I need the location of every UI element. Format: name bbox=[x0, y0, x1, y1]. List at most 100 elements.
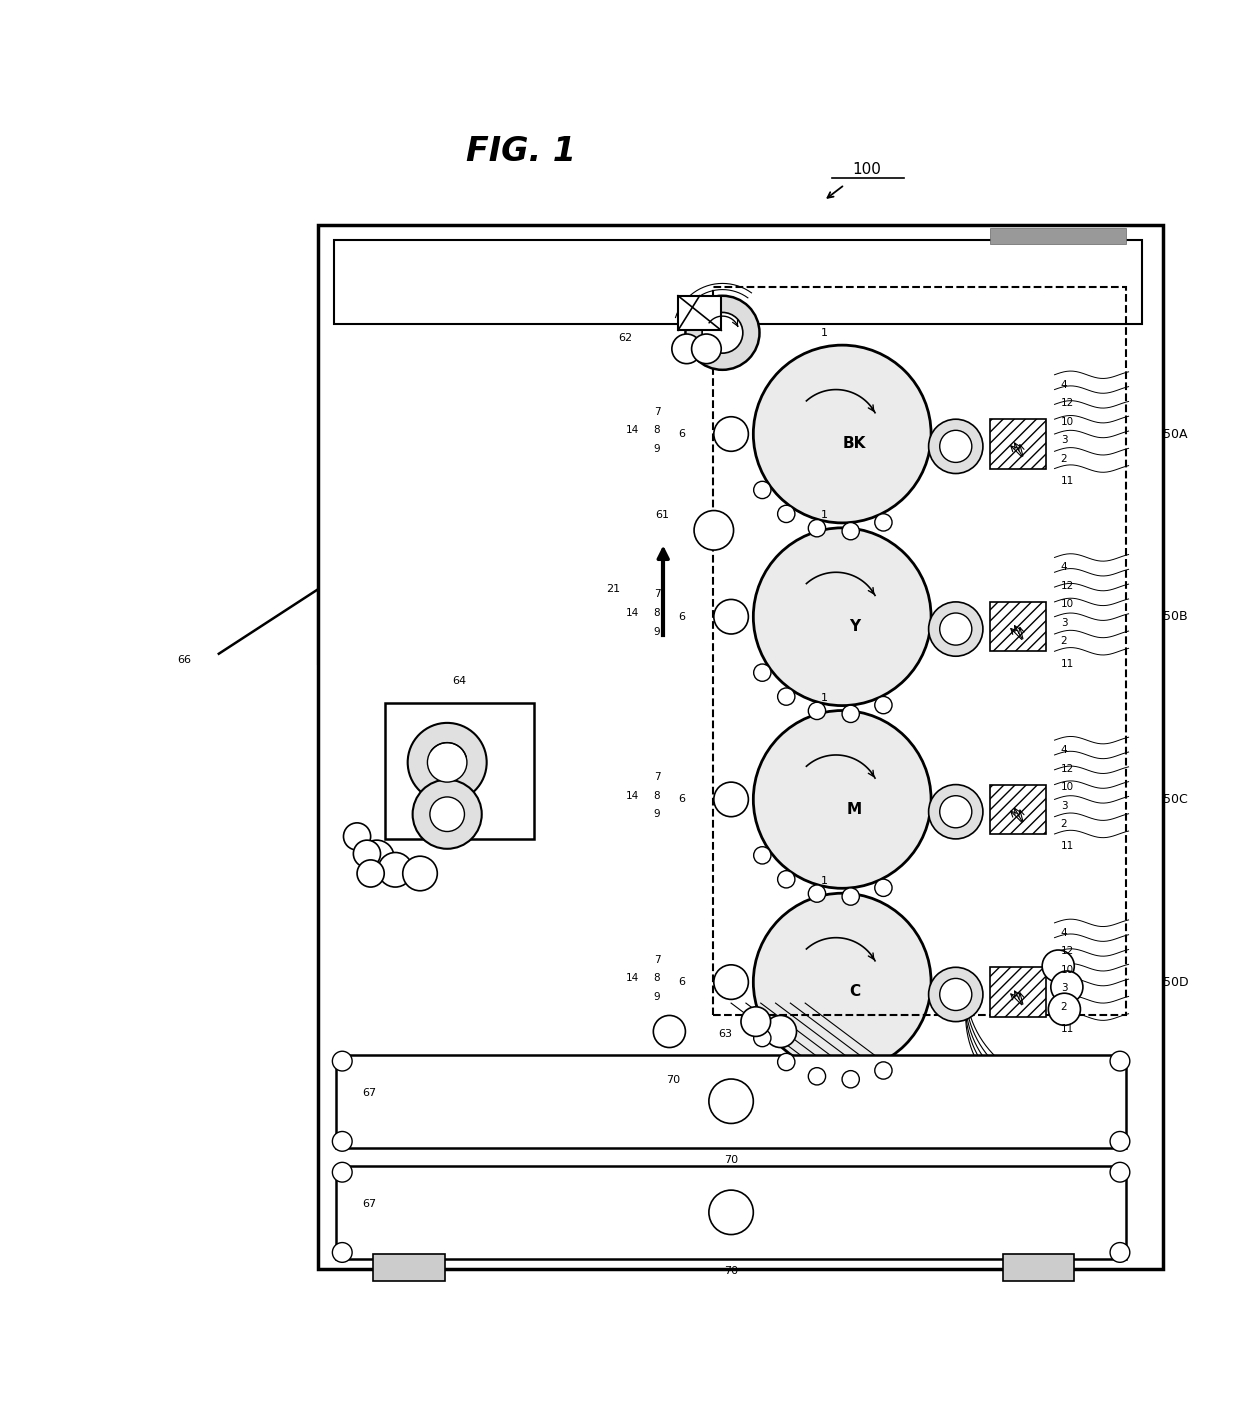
Bar bbox=[678, 295, 722, 331]
Circle shape bbox=[777, 687, 795, 706]
Text: 1: 1 bbox=[821, 328, 828, 338]
Text: 8: 8 bbox=[653, 425, 661, 435]
Circle shape bbox=[754, 528, 931, 706]
Circle shape bbox=[709, 1079, 754, 1124]
Circle shape bbox=[353, 840, 381, 867]
Text: 67: 67 bbox=[362, 1088, 377, 1098]
Text: 2: 2 bbox=[1060, 453, 1068, 463]
Text: BK: BK bbox=[843, 436, 867, 452]
Text: 12: 12 bbox=[1060, 763, 1074, 773]
Circle shape bbox=[842, 1071, 859, 1088]
Text: 64: 64 bbox=[453, 676, 466, 686]
Text: 63: 63 bbox=[718, 1030, 732, 1040]
Text: M: M bbox=[847, 801, 862, 817]
Circle shape bbox=[777, 505, 795, 522]
Text: 7: 7 bbox=[653, 955, 661, 965]
Text: 21: 21 bbox=[606, 583, 620, 595]
Text: 61: 61 bbox=[656, 511, 670, 520]
Text: 9: 9 bbox=[653, 809, 661, 819]
Text: 10: 10 bbox=[1060, 599, 1074, 609]
Text: 1: 1 bbox=[821, 511, 828, 520]
Bar bbox=[334, 240, 1142, 324]
Circle shape bbox=[842, 706, 859, 723]
Circle shape bbox=[874, 696, 892, 714]
Text: 62: 62 bbox=[619, 332, 632, 342]
Circle shape bbox=[808, 519, 826, 536]
Text: 50A: 50A bbox=[1163, 428, 1188, 441]
Text: 6: 6 bbox=[678, 977, 686, 987]
Circle shape bbox=[702, 312, 743, 354]
Bar bbox=[1003, 1253, 1074, 1281]
Circle shape bbox=[929, 419, 983, 473]
Text: 2: 2 bbox=[1060, 636, 1068, 646]
Circle shape bbox=[742, 1007, 770, 1037]
Text: 7: 7 bbox=[653, 589, 661, 599]
Circle shape bbox=[1110, 1051, 1130, 1071]
Text: 12: 12 bbox=[1060, 398, 1074, 408]
Circle shape bbox=[692, 334, 722, 364]
Text: 100: 100 bbox=[852, 163, 882, 177]
Circle shape bbox=[874, 880, 892, 897]
Bar bbox=[386, 703, 533, 838]
Text: 1: 1 bbox=[821, 693, 828, 703]
Text: 14: 14 bbox=[626, 974, 639, 984]
Text: C: C bbox=[849, 984, 861, 1000]
Text: 67: 67 bbox=[362, 1199, 377, 1209]
Circle shape bbox=[874, 513, 892, 530]
Circle shape bbox=[777, 871, 795, 888]
Circle shape bbox=[378, 853, 413, 887]
Text: Y: Y bbox=[849, 619, 861, 635]
Text: 66: 66 bbox=[177, 655, 191, 665]
Text: 4: 4 bbox=[1060, 744, 1068, 754]
Circle shape bbox=[714, 781, 749, 817]
Text: 8: 8 bbox=[653, 974, 661, 984]
Circle shape bbox=[408, 723, 486, 801]
Circle shape bbox=[1042, 950, 1074, 983]
Text: 70: 70 bbox=[666, 1075, 681, 1085]
Bar bbox=[991, 419, 1045, 469]
Circle shape bbox=[1110, 1131, 1130, 1151]
Text: 14: 14 bbox=[626, 607, 639, 617]
Circle shape bbox=[714, 965, 749, 1000]
Text: 2: 2 bbox=[1060, 1002, 1068, 1012]
Circle shape bbox=[808, 702, 826, 720]
Text: 14: 14 bbox=[626, 790, 639, 801]
Circle shape bbox=[332, 1242, 352, 1262]
Bar bbox=[336, 1055, 1126, 1148]
Circle shape bbox=[940, 978, 972, 1011]
Text: 50C: 50C bbox=[1163, 793, 1188, 806]
Text: 8: 8 bbox=[653, 607, 661, 617]
Bar bbox=[317, 225, 1163, 1269]
Text: 1: 1 bbox=[821, 876, 828, 886]
Bar bbox=[991, 602, 1045, 652]
Text: 6: 6 bbox=[678, 794, 686, 804]
Text: 4: 4 bbox=[1060, 379, 1068, 389]
Circle shape bbox=[413, 780, 482, 848]
Text: 11: 11 bbox=[1060, 659, 1074, 669]
Circle shape bbox=[694, 511, 734, 550]
Text: 6: 6 bbox=[678, 612, 686, 622]
Text: 10: 10 bbox=[1060, 965, 1074, 975]
Circle shape bbox=[754, 893, 931, 1071]
Circle shape bbox=[714, 599, 749, 635]
Bar bbox=[336, 1166, 1126, 1259]
Circle shape bbox=[764, 1015, 796, 1048]
Circle shape bbox=[754, 1030, 771, 1047]
Circle shape bbox=[929, 967, 983, 1021]
Bar bbox=[373, 1253, 445, 1281]
Circle shape bbox=[428, 743, 467, 781]
Circle shape bbox=[808, 1068, 826, 1085]
Circle shape bbox=[754, 345, 931, 523]
Text: 70: 70 bbox=[724, 1266, 738, 1276]
Text: 8: 8 bbox=[653, 790, 661, 801]
Circle shape bbox=[1050, 971, 1083, 1002]
Text: 10: 10 bbox=[1060, 416, 1074, 426]
Bar bbox=[991, 784, 1045, 834]
Circle shape bbox=[1110, 1162, 1130, 1182]
Circle shape bbox=[929, 784, 983, 838]
Circle shape bbox=[653, 1015, 686, 1048]
Text: 50D: 50D bbox=[1163, 975, 1189, 988]
Circle shape bbox=[754, 847, 771, 864]
Text: 7: 7 bbox=[653, 773, 661, 783]
Text: 4: 4 bbox=[1060, 928, 1068, 938]
